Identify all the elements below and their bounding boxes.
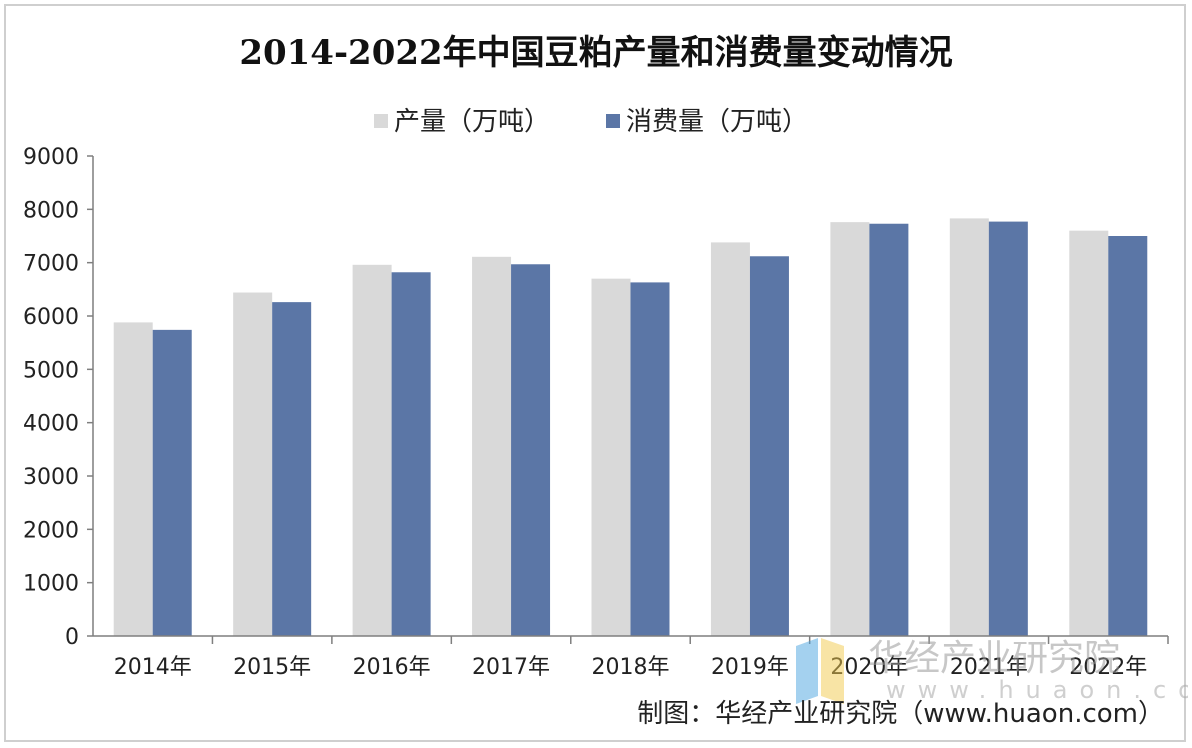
- y-tick-label: 1000: [23, 572, 79, 597]
- x-tick-label: 2015年: [233, 655, 311, 680]
- y-tick-label: 7000: [23, 252, 79, 277]
- bar-consumption: [988, 221, 1028, 636]
- bar-production: [1069, 230, 1109, 636]
- x-tick-label: 2019年: [711, 655, 789, 680]
- bar-production: [233, 292, 273, 636]
- watermark-url: www.huaon.com: [886, 676, 1188, 704]
- bar-production: [591, 278, 631, 636]
- bar-production: [710, 242, 750, 636]
- y-tick-label: 5000: [23, 358, 79, 383]
- bar-production: [352, 264, 392, 636]
- x-tick-label: 2017年: [472, 655, 550, 680]
- bar-consumption: [272, 302, 312, 636]
- y-tick-label: 9000: [23, 145, 79, 170]
- bar-consumption: [630, 282, 670, 636]
- y-tick-label: 2000: [23, 518, 79, 543]
- bars: [113, 218, 1148, 636]
- bar-consumption: [511, 264, 551, 636]
- y-tick-label: 8000: [23, 198, 79, 223]
- x-tick-label: 2021年: [950, 655, 1028, 680]
- x-tick-label: 2022年: [1069, 655, 1147, 680]
- chart: 2014-2022年中国豆粕产量和消费量变动情况 产量（万吨） 消费量（万吨） 0…: [23, 33, 1188, 729]
- legend-label-2: 消费量（万吨）: [626, 107, 808, 137]
- bar-production: [113, 322, 153, 636]
- legend-label-1: 产量（万吨）: [394, 107, 550, 137]
- bar-consumption: [749, 256, 789, 636]
- legend-swatch-2: [606, 114, 620, 128]
- x-tick-label: 2014年: [114, 655, 192, 680]
- y-tick-label: 6000: [23, 305, 79, 330]
- bar-consumption: [869, 223, 909, 636]
- bar-production: [472, 256, 512, 636]
- watermark-logo-shape: [821, 638, 844, 704]
- legend-swatch-1: [374, 114, 388, 128]
- bar-consumption: [1108, 236, 1148, 636]
- y-tick-label: 4000: [23, 412, 79, 437]
- y-axis: 0 1000 2000 3000 4000 5000 6000 7000 8000 9000: [23, 145, 94, 650]
- chart-title: 2014-2022年中国豆粕产量和消费量变动情况: [239, 33, 952, 73]
- bar-production: [949, 218, 989, 636]
- bar-consumption: [152, 329, 192, 636]
- x-tick-label: 2016年: [353, 655, 431, 680]
- watermark-logo-shape: [796, 638, 818, 704]
- bar-consumption: [391, 272, 431, 636]
- footer-credit: 制图：华经产业研究院（www.huaon.com）: [637, 699, 1164, 729]
- y-tick-label: 0: [65, 625, 79, 650]
- legend: 产量（万吨） 消费量（万吨）: [374, 107, 808, 137]
- y-tick-label: 3000: [23, 465, 79, 490]
- watermark-name: 华经产业研究院: [868, 638, 1120, 679]
- chart-frame: 2014-2022年中国豆粕产量和消费量变动情况 产量（万吨） 消费量（万吨） 0…: [4, 4, 1188, 742]
- x-tick-label: 2018年: [592, 655, 670, 680]
- bar-production: [830, 222, 870, 636]
